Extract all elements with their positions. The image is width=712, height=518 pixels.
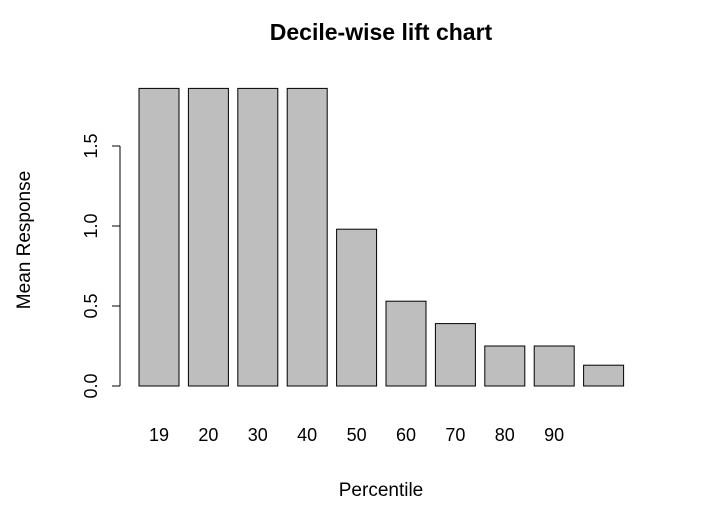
bar (385, 300, 427, 387)
x-tick-label: 30 (248, 425, 268, 445)
bar (533, 345, 575, 387)
x-tick-label: 90 (544, 425, 564, 445)
x-tick-label: 70 (445, 425, 465, 445)
bar (484, 345, 526, 387)
x-tick-label: 50 (347, 425, 367, 445)
x-tick-label: 19 (149, 425, 169, 445)
y-tick-label: 1.5 (81, 133, 101, 158)
y-axis: 0.0 0.5 1.0 1.5 (81, 133, 121, 399)
x-axis-label: Percentile (339, 480, 424, 501)
bar (187, 87, 229, 387)
x-tick-labels: 19 20 30 40 50 60 70 80 90 (149, 425, 564, 445)
x-tick-label: 20 (198, 425, 218, 445)
bar (434, 323, 476, 387)
y-tick-label: 1.0 (81, 213, 101, 238)
y-axis-label: Mean Response (14, 171, 35, 309)
bars (138, 87, 625, 387)
x-tick-label: 60 (396, 425, 416, 445)
bar (237, 87, 279, 387)
x-tick-label: 40 (297, 425, 317, 445)
bar (286, 87, 328, 387)
bar (336, 228, 378, 387)
bar (138, 87, 180, 387)
x-tick-label: 80 (495, 425, 515, 445)
y-tick-label: 0.5 (81, 293, 101, 318)
chart-title: Decile-wise lift chart (270, 19, 493, 45)
y-tick-label: 0.0 (81, 373, 101, 398)
bar (583, 364, 625, 387)
